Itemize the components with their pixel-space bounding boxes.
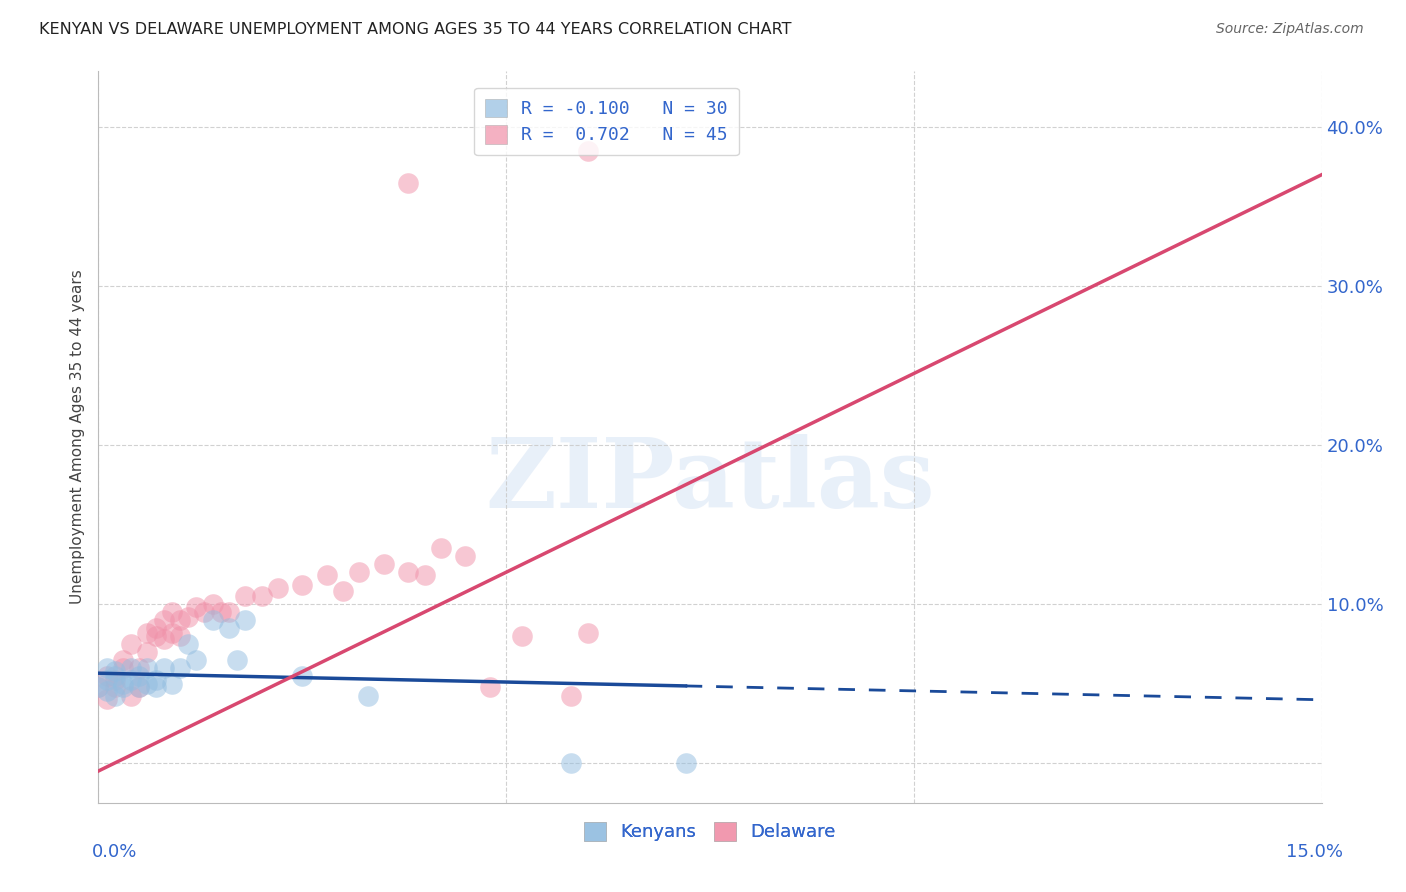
Point [201, 613, 224, 627]
Point [136, 645, 159, 659]
Point [111, 660, 134, 674]
Point [128, 680, 150, 694]
Point [111, 680, 134, 694]
Text: ZIPatlas: ZIPatlas [485, 434, 935, 528]
Point [430, 541, 453, 556]
Point [349, 566, 371, 580]
Point [233, 589, 256, 603]
Point [87, 680, 110, 694]
Point [218, 621, 240, 635]
Point [413, 568, 436, 582]
Point [128, 668, 150, 682]
Point [160, 625, 183, 640]
Point [177, 637, 200, 651]
Point [169, 629, 191, 643]
Point [104, 680, 127, 694]
Point [145, 629, 167, 643]
Point [120, 660, 142, 674]
Point [315, 568, 337, 582]
Point [128, 660, 150, 674]
Point [186, 600, 208, 615]
Point [177, 609, 200, 624]
Point [201, 597, 224, 611]
Point [512, 629, 534, 643]
Point [396, 176, 419, 190]
Point [136, 660, 159, 674]
Text: 15.0%: 15.0% [1285, 843, 1343, 861]
Point [169, 660, 191, 674]
Point [128, 680, 150, 694]
Point [291, 578, 314, 592]
Point [152, 632, 174, 646]
Point [96, 684, 118, 698]
Point [160, 676, 183, 690]
Point [145, 621, 167, 635]
Point [396, 566, 419, 580]
Legend: Kenyans, Delaware: Kenyans, Delaware [576, 814, 844, 848]
Point [373, 558, 395, 572]
Point [136, 625, 159, 640]
Point [104, 668, 127, 682]
Point [332, 584, 354, 599]
Point [250, 589, 273, 603]
Point [193, 605, 215, 619]
Point [152, 613, 174, 627]
Point [356, 690, 378, 704]
Y-axis label: Unemployment Among Ages 35 to 44 years: Unemployment Among Ages 35 to 44 years [69, 269, 84, 605]
Point [560, 690, 582, 704]
Point [104, 673, 127, 688]
Text: KENYAN VS DELAWARE UNEMPLOYMENT AMONG AGES 35 TO 44 YEARS CORRELATION CHART: KENYAN VS DELAWARE UNEMPLOYMENT AMONG AG… [39, 22, 792, 37]
Point [160, 605, 183, 619]
Point [576, 144, 599, 158]
Point [120, 637, 142, 651]
Point [218, 605, 240, 619]
Point [104, 690, 127, 704]
Point [111, 653, 134, 667]
Point [104, 664, 127, 678]
Text: 0.0%: 0.0% [91, 843, 136, 861]
Point [478, 680, 501, 694]
Point [560, 756, 582, 770]
Point [209, 605, 232, 619]
Point [96, 692, 118, 706]
Point [675, 756, 697, 770]
Point [291, 668, 314, 682]
Point [120, 690, 142, 704]
Point [267, 581, 290, 595]
Point [96, 660, 118, 674]
Point [136, 676, 159, 690]
Point [169, 613, 191, 627]
Point [145, 673, 167, 688]
Point [226, 653, 249, 667]
Point [96, 673, 118, 688]
Point [454, 549, 477, 564]
Point [152, 660, 174, 674]
Point [111, 676, 134, 690]
Text: Source: ZipAtlas.com: Source: ZipAtlas.com [1216, 22, 1364, 37]
Point [576, 625, 599, 640]
Point [233, 613, 256, 627]
Point [186, 653, 208, 667]
Point [120, 673, 142, 688]
Point [96, 668, 118, 682]
Point [87, 680, 110, 694]
Point [145, 680, 167, 694]
